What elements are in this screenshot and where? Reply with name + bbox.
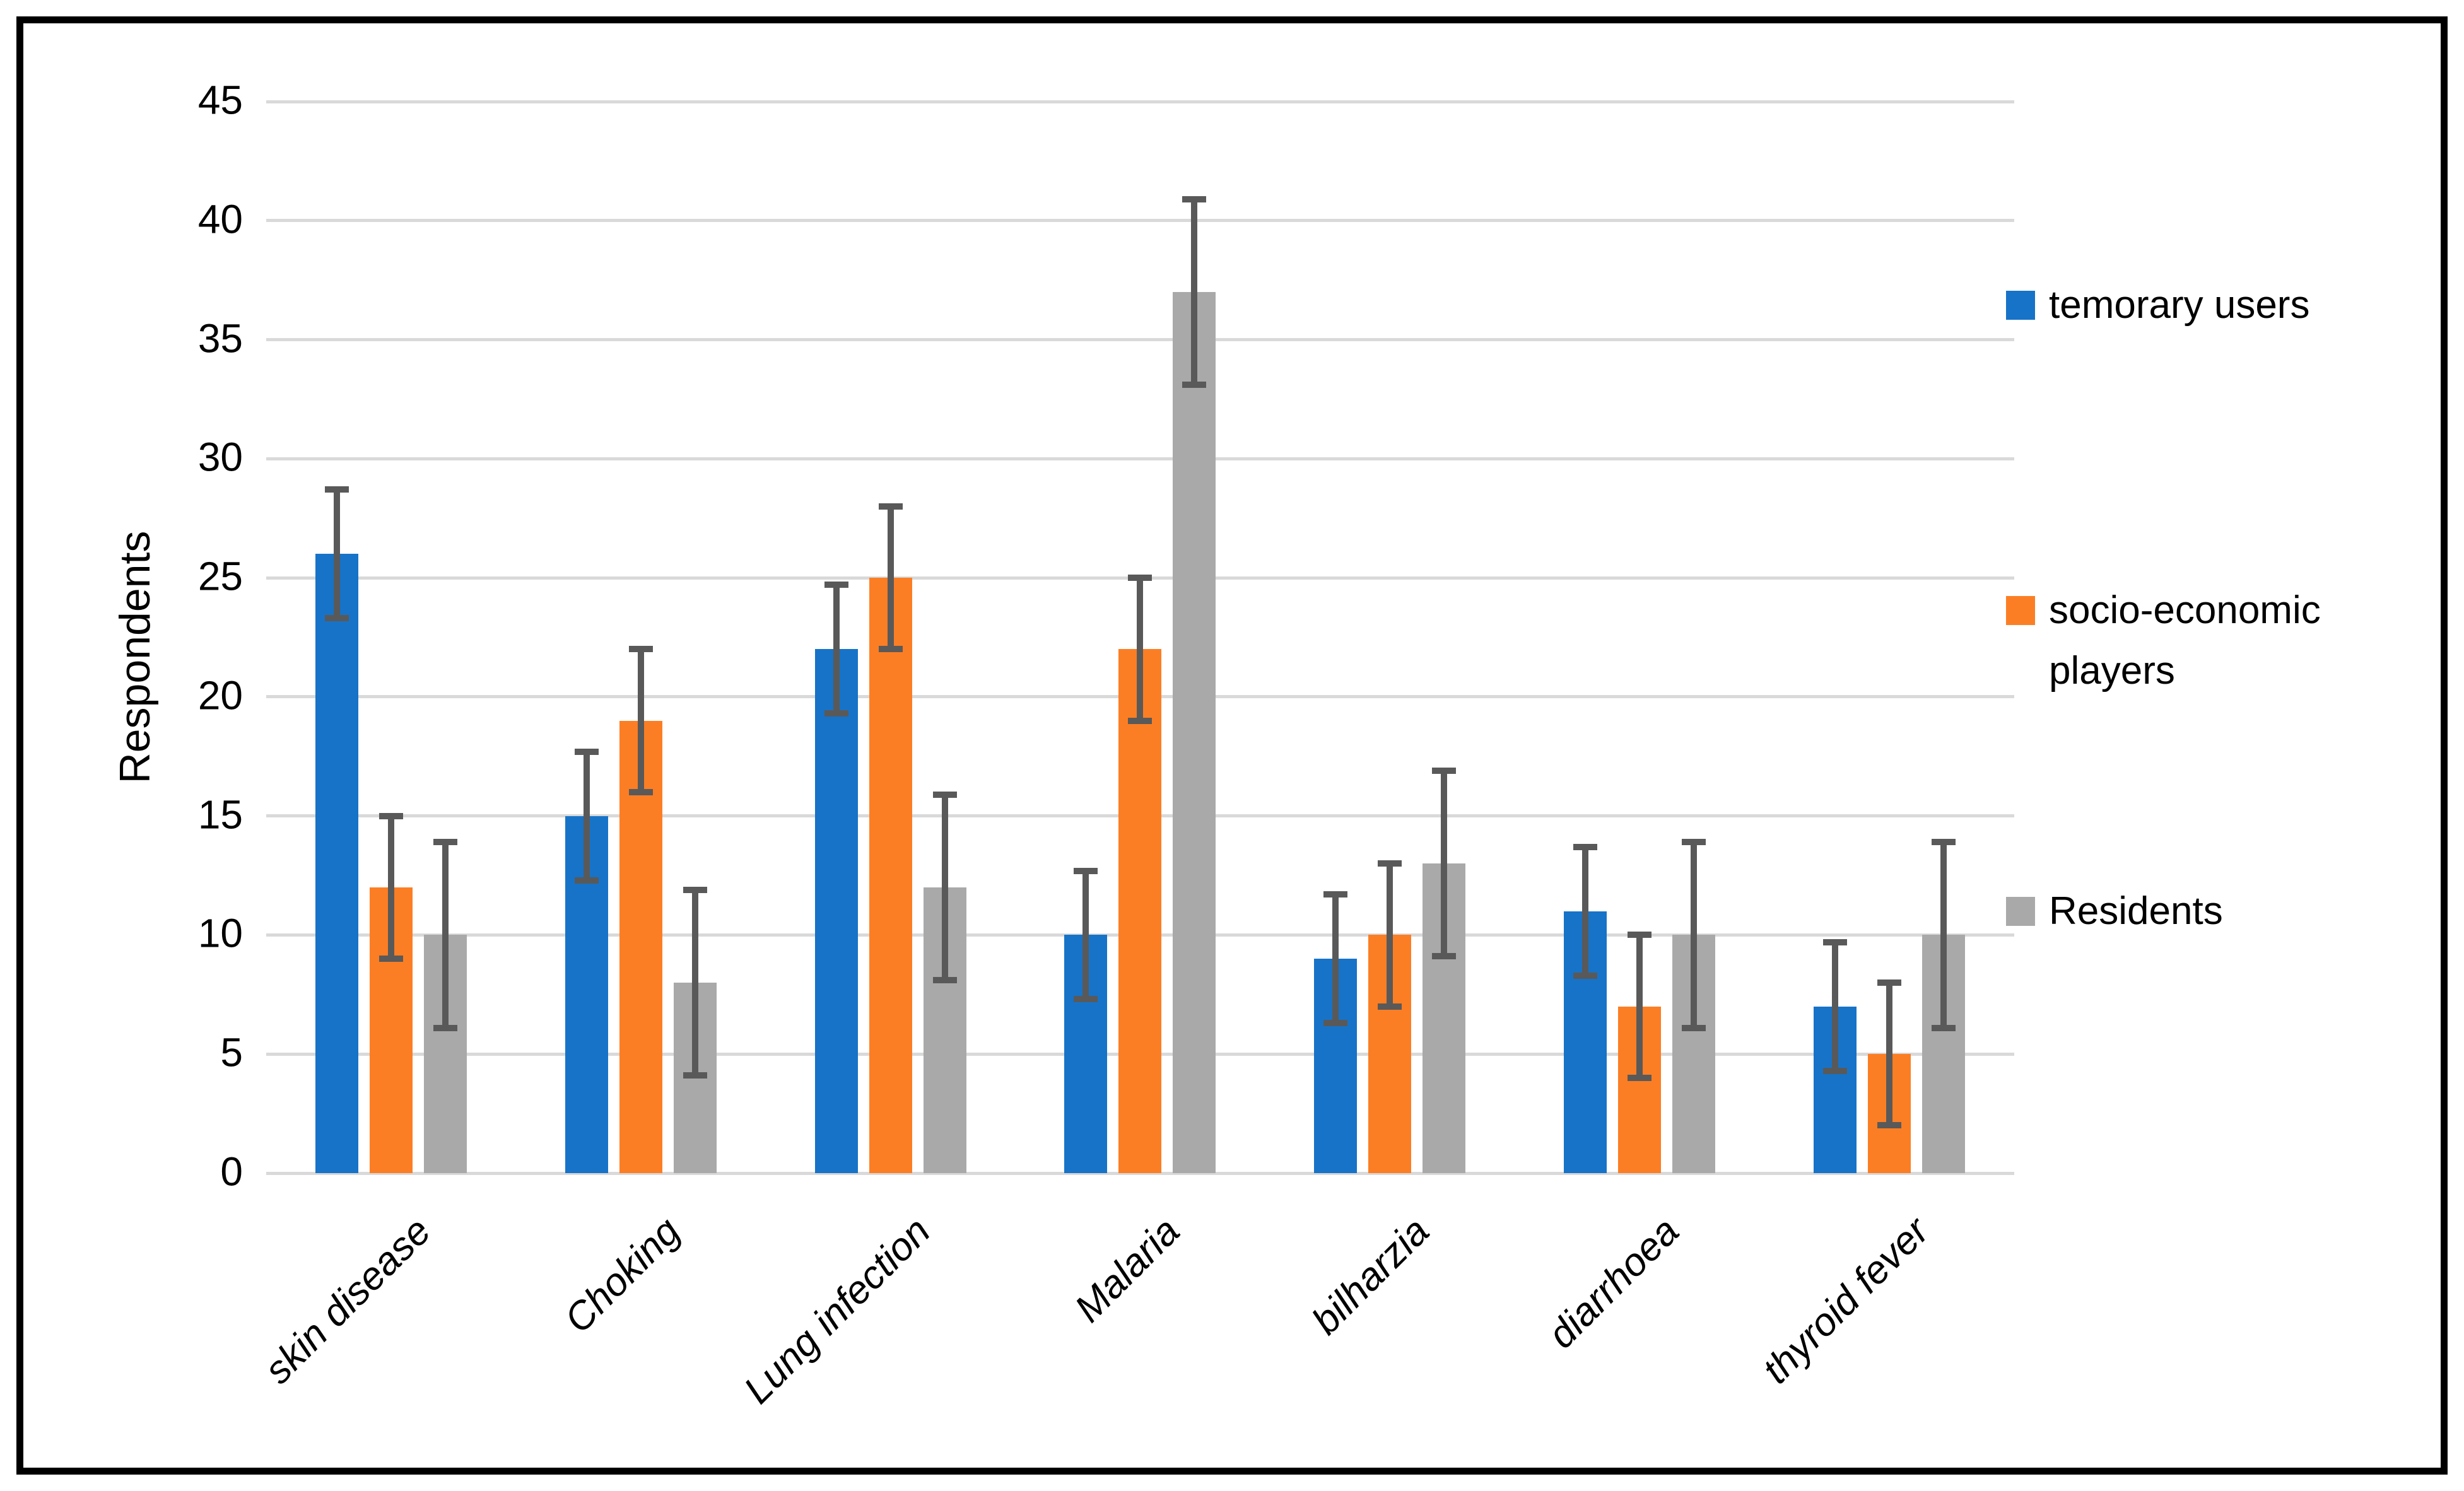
error-bar: [388, 816, 394, 959]
y-tick-label: 15: [197, 792, 243, 838]
y-tick-label: 25: [197, 553, 243, 599]
error-bar: [1940, 842, 1947, 1028]
error-bar: [1182, 382, 1207, 389]
error-bar: [1182, 196, 1207, 202]
error-bar: [1128, 575, 1153, 582]
error-bar: [1682, 839, 1706, 846]
gridline: [266, 457, 2014, 460]
error-bar: [1128, 717, 1153, 724]
error-bar: [1137, 578, 1144, 721]
error-bar: [1582, 846, 1589, 976]
y-tick-label: 40: [197, 196, 243, 242]
error-bar: [1877, 1122, 1901, 1129]
legend-label-line: Residents: [2049, 889, 2223, 933]
gridline: [266, 219, 2014, 223]
error-bar: [878, 646, 903, 653]
error-bar: [433, 1024, 457, 1031]
error-bar: [574, 748, 599, 755]
error-bar: [1074, 867, 1098, 874]
y-tick-label: 45: [197, 77, 243, 123]
error-bar: [379, 956, 403, 962]
gridline: [266, 100, 2014, 103]
bar-Residents-Malaria: [1173, 292, 1216, 1173]
error-bar: [1877, 979, 1901, 986]
bar-socio-economic-players-Lung-infection: [869, 578, 912, 1173]
legend-label-line: temorary users: [2049, 283, 2310, 327]
error-bar: [1332, 894, 1339, 1024]
error-bar: [1441, 770, 1448, 957]
error-bar: [1682, 1024, 1706, 1031]
legend-label: socio-economic players: [2049, 580, 2321, 701]
y-tick-label: 35: [197, 315, 243, 361]
error-bar: [1387, 863, 1393, 1007]
plot-area: 0 5 10 15 20 25 30 35 40 45 skin disease Choking Lu…: [23, 23, 2441, 1468]
error-bar: [1822, 1067, 1847, 1074]
error-bar: [1931, 839, 1956, 846]
error-bar: [683, 886, 707, 893]
legend-label: Residents: [2049, 881, 2223, 942]
error-bar: [1931, 1024, 1956, 1031]
y-tick-label: 30: [197, 434, 243, 480]
error-bar: [1822, 938, 1847, 945]
error-bar: [325, 486, 349, 493]
chart-frame: 0 5 10 15 20 25 30 35 40 45 skin disease Choking Lu…: [16, 16, 2448, 1475]
error-bar: [1378, 1003, 1402, 1010]
y-tick-label: 0: [220, 1149, 243, 1195]
error-bar: [583, 751, 590, 880]
x-axis-line: [266, 1171, 2014, 1175]
error-bar: [1323, 891, 1348, 898]
error-bar: [628, 788, 653, 795]
error-bar: [1082, 870, 1089, 1000]
error-bar: [878, 503, 903, 510]
error-bar: [932, 977, 957, 984]
error-bar: [683, 1072, 707, 1079]
gridline: [266, 338, 2014, 342]
y-tick-label: 20: [197, 672, 243, 718]
error-bar: [442, 842, 449, 1028]
error-bar: [1886, 982, 1892, 1126]
error-bar: [1074, 996, 1098, 1003]
error-bar: [1432, 767, 1457, 774]
error-bar: [1628, 1074, 1652, 1081]
error-bar: [824, 582, 848, 588]
error-bar: [1573, 843, 1598, 850]
bar-temorary-users-skin-disease: [315, 554, 358, 1173]
bar-temorary-users-Lung-infection: [814, 649, 858, 1173]
legend-swatch: [2006, 897, 2035, 926]
error-bar: [1573, 972, 1598, 979]
error-bar: [1191, 199, 1198, 385]
error-bar: [1831, 942, 1838, 1071]
error-bar: [941, 794, 948, 981]
error-bar: [1691, 842, 1698, 1028]
error-bar: [433, 839, 457, 846]
y-tick-label: 5: [220, 1029, 243, 1075]
legend-swatch: [2006, 291, 2035, 320]
error-bar: [379, 812, 403, 819]
legend-label-line: socio-economic: [2049, 588, 2321, 632]
error-bar: [1432, 953, 1457, 960]
error-bar: [1323, 1020, 1348, 1027]
error-bar: [628, 646, 653, 653]
error-bar: [637, 649, 644, 792]
error-bar: [824, 710, 848, 717]
error-bar: [334, 489, 340, 619]
error-bar: [833, 585, 840, 714]
error-bar: [691, 889, 698, 1076]
bar-socio-economic-players-Malaria: [1118, 649, 1162, 1173]
error-bar: [325, 615, 349, 622]
error-bar: [1378, 860, 1402, 867]
legend-swatch: [2006, 596, 2035, 625]
legend-label-line: players: [2049, 649, 2175, 693]
legend-label: temorary users: [2049, 275, 2309, 336]
y-tick-label: 10: [197, 910, 243, 956]
error-bar: [574, 877, 599, 884]
bar-socio-economic-players-Choking: [619, 720, 662, 1173]
legend: temorary users socio-economic players Resid…: [23, 23, 2441, 1468]
error-bar: [1628, 932, 1652, 938]
error-bar: [932, 791, 957, 798]
error-bar: [887, 506, 894, 650]
error-bar: [1636, 935, 1643, 1078]
